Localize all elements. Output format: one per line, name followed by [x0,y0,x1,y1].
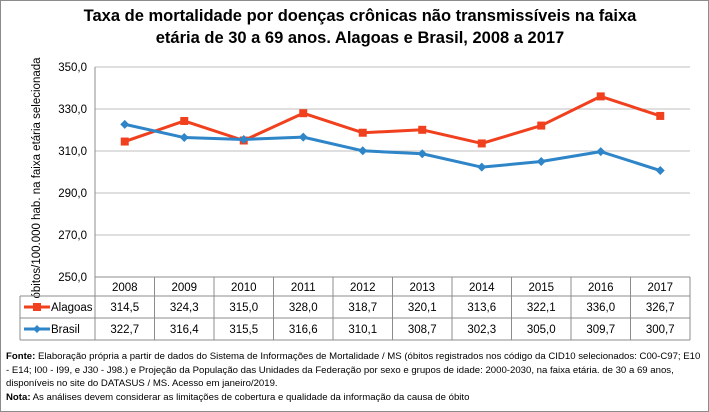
data-cell: 328,0 [289,302,318,314]
data-point [417,149,427,159]
data-point [358,146,368,156]
data-point [596,92,605,101]
y-tick-label: 290,0 [58,188,87,200]
x-category-label: 2015 [528,282,554,294]
y-tick-label: 310,0 [58,146,87,158]
data-cell: 326,7 [646,302,675,314]
legend-marker-diamond [33,325,41,333]
x-category-label: 2017 [647,282,673,294]
data-cell: 324,3 [170,302,199,314]
data-cell: 313,6 [467,302,496,314]
data-cell: 322,1 [527,302,556,314]
data-cell: 315,5 [229,324,258,336]
data-point [298,132,308,142]
data-point [180,116,189,125]
nota-note: Nota: As análises devem considerar as li… [6,391,706,405]
data-point [179,133,189,143]
data-cell: 315,0 [229,302,258,314]
data-cell: 302,3 [467,324,496,336]
data-cell: 336,0 [586,302,615,314]
x-category-label: 2013 [409,282,435,294]
source-note: Fonte: Elaboração própria a partir de da… [6,350,706,391]
y-tick-label: 350,0 [58,62,87,74]
data-cell: 318,7 [348,302,377,314]
data-point [596,147,606,157]
data-point [537,121,546,130]
data-cell: 300,7 [646,324,675,336]
data-cell: 309,7 [586,324,615,336]
data-point [239,134,249,144]
data-point [477,162,487,172]
data-point [358,128,367,137]
data-point [418,125,427,134]
chart-title-line2: etária de 30 a 69 anos. Alagoas e Brasil… [155,29,565,47]
data-cell: 316,6 [289,324,318,336]
source-text: Elaboração própria a partir de dados do … [6,351,701,389]
chart-title-line1: Taxa de mortalidade por doenças crônicas… [83,7,637,25]
x-category-label: 2008 [112,282,138,294]
data-point [536,157,546,166]
x-category-label: 2009 [171,282,197,294]
nota-label: Nota: [6,391,31,403]
legend-marker-square [33,303,41,311]
series-line-alagoas [124,94,661,145]
x-category-label: 2010 [231,282,257,294]
data-point [120,119,130,129]
source-label: Fonte: [6,351,36,362]
data-point [477,139,486,148]
data-point [656,111,665,120]
data-cell: 310,1 [348,324,377,336]
data-point [655,166,665,176]
data-cell: 314,5 [110,302,139,314]
x-category-label: 2016 [588,282,614,294]
nota-text: As análises devem considerar as limitaçõ… [30,391,470,403]
data-point [120,137,129,146]
y-tick-label: 250,0 [58,272,87,284]
x-category-label: 2012 [350,282,376,294]
data-point [299,109,308,118]
y-axis-label: óbitos/100.000 hab. na faixa etária sele… [31,57,43,299]
data-cell: 305,0 [527,324,556,336]
data-cell: 316,4 [170,324,199,336]
notes: Fonte: Elaboração própria a partir de da… [6,350,706,404]
y-tick-label: 270,0 [58,230,87,242]
series-line-brasil [124,122,661,172]
data-cell: 308,7 [408,324,437,336]
x-category-label: 2011 [291,282,316,294]
x-category-label: 2014 [469,282,495,294]
legend-label-brasil: Brasil [51,324,80,336]
data-cell: 320,1 [408,302,437,314]
chart-title: Taxa de mortalidade por doenças crônicas… [60,5,660,49]
y-tick-label: 330,0 [58,104,87,116]
legend-label-alagoas: Alagoas [51,302,93,314]
data-cell: 322,7 [110,324,139,336]
